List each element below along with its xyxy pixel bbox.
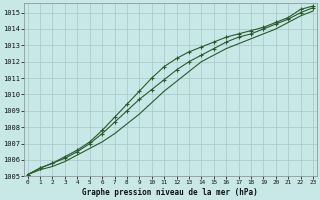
X-axis label: Graphe pression niveau de la mer (hPa): Graphe pression niveau de la mer (hPa) [83,188,258,197]
